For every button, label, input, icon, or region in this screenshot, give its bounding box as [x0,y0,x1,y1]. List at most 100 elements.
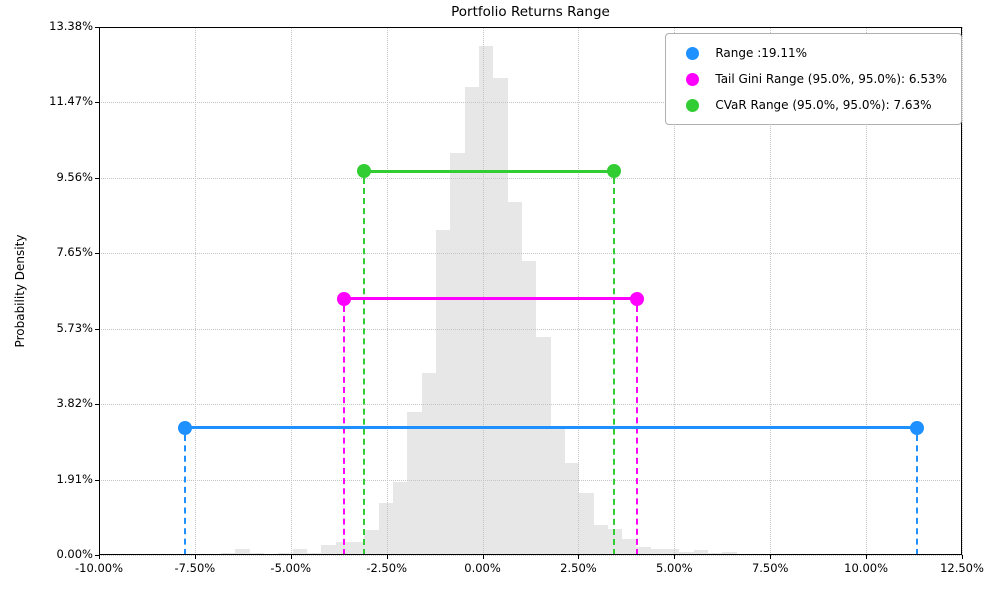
y-tick-mark [95,404,99,406]
y-tick-label: 9.56% [56,169,93,184]
tail-gini-range-marker [337,291,352,306]
gridline-vertical [99,27,100,555]
histogram-bar [550,426,565,555]
chart-title: Portfolio Returns Range [451,4,610,20]
range-dropline [183,434,186,555]
histogram-bar [521,261,537,555]
x-tick-label: -10.00% [75,561,123,575]
y-tick-label: 1.91% [56,471,93,486]
histogram-bar [693,549,709,555]
gridline-vertical [770,27,772,555]
x-tick-label: -7.50% [174,561,216,575]
gridline-horizontal [99,27,962,28]
histogram-bar [622,539,637,555]
x-tick-label: 12.50% [940,561,984,575]
gridline-horizontal [99,102,962,104]
y-tick-label: 11.47% [49,94,93,109]
histogram-bar [393,481,408,555]
x-tick-mark [962,555,963,559]
y-tick-mark [95,555,99,556]
histogram-bar [679,551,694,555]
gridline-vertical [674,27,676,555]
y-tick-mark [95,27,99,28]
cvar-range-marker [607,164,622,179]
y-tick-mark [95,177,99,179]
histogram-bar [464,87,479,555]
gridline-horizontal [99,253,962,255]
plot-area [99,27,963,556]
histogram-bar [564,463,580,555]
y-tick-mark [95,479,99,481]
histogram-bar [378,503,394,555]
cvar-range-marker [356,164,371,179]
gridline-vertical [578,27,580,555]
histogram-bar [435,229,451,555]
y-tick-mark [95,102,99,104]
cvar-range-dropline [362,178,365,555]
tail-gini-legend-dot-icon [686,72,700,86]
gridline-vertical [386,27,388,555]
legend: Range :19.11% Tail Gini Range (95.0%, 95… [665,33,962,125]
y-tick-mark [95,328,99,330]
range-dropline [915,434,918,555]
histogram-bar [650,549,666,555]
legend-item-cvar-range: CVaR Range (95.0%, 95.0%): 7.63% [678,92,947,118]
y-tick-label: 5.73% [56,320,93,335]
x-tick-label: 5.00% [656,561,693,575]
legend-item-range: Range :19.11% [678,40,947,66]
range-legend-dot-icon [686,46,700,60]
y-tick-label: 3.82% [56,396,93,411]
gridline-vertical [290,27,292,555]
x-tick-label: 2.50% [560,561,597,575]
histogram-bar [507,201,522,555]
x-tick-mark [386,555,388,559]
histogram-bar [350,541,365,555]
histogram-bar [235,549,250,555]
legend-label: CVaR Range (95.0%, 95.0%): 7.63% [715,98,932,112]
tail-gini-range-line [344,297,637,301]
x-tick-mark [99,555,100,559]
cvar-range-line [363,169,615,173]
x-tick-mark [674,555,676,559]
tail-gini-range-dropline [343,305,346,555]
legend-item-tail-gini-range: Tail Gini Range (95.0%, 95.0%): 6.53% [678,66,947,92]
range-line [184,426,917,430]
histogram-bar [407,411,422,555]
histogram-bar [421,373,436,555]
x-tick-mark [770,555,772,559]
gridline-horizontal [99,404,962,406]
gridline-vertical [194,27,196,555]
x-tick-mark [482,555,484,559]
histogram-bar [364,530,379,555]
gridline-horizontal [99,177,962,179]
x-tick-mark [290,555,292,559]
tail-gini-range-dropline [635,305,638,555]
x-tick-mark [578,555,580,559]
x-tick-label: -2.50% [366,561,407,575]
histogram-bar [593,525,608,555]
tail-gini-range-marker [629,291,644,306]
x-tick-label: 0.00% [464,561,501,575]
histogram-bar [321,545,336,555]
legend-label: Range :19.11% [715,46,808,60]
histogram-bar [493,77,508,555]
histogram-bar [292,549,308,555]
histogram-bar [307,552,322,555]
range-marker [177,420,192,435]
histogram-bar [665,549,680,555]
y-tick-label: 7.65% [56,245,93,260]
x-tick-label: 7.50% [751,561,789,575]
histogram-bar [636,547,651,555]
legend-label: Tail Gini Range (95.0%, 95.0%): 6.53% [715,72,947,86]
x-tick-mark [866,555,868,559]
gridline-vertical [962,27,963,555]
histogram-bar [478,45,494,555]
x-tick-mark [194,555,196,559]
gridline-horizontal [99,555,962,556]
gridline-horizontal [99,328,962,330]
gridline-vertical [866,27,868,555]
gridline-vertical [482,27,484,555]
cvar-legend-dot-icon [686,98,700,112]
histogram-bar [335,541,351,555]
